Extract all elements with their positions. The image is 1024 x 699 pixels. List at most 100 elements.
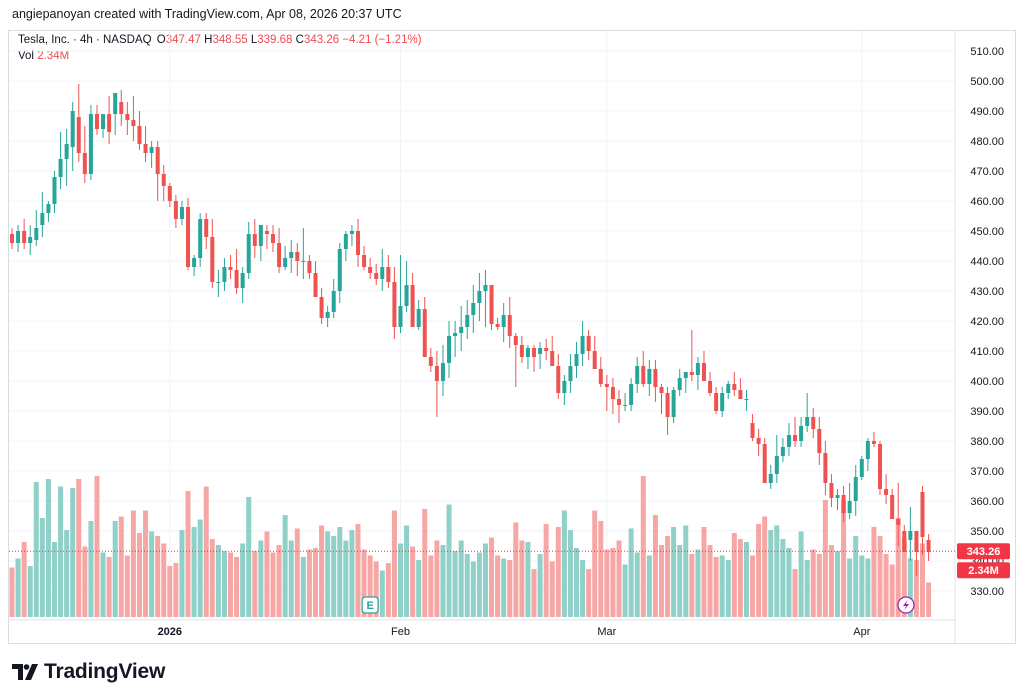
- candle-body[interactable]: [538, 348, 543, 354]
- candle-body[interactable]: [277, 243, 282, 267]
- candle-body[interactable]: [362, 255, 367, 267]
- candle-body[interactable]: [635, 366, 640, 384]
- candle-body[interactable]: [198, 219, 203, 258]
- candle-body[interactable]: [459, 327, 464, 333]
- candle-body[interactable]: [568, 366, 573, 381]
- candle-body[interactable]: [701, 363, 706, 381]
- candle-body[interactable]: [88, 114, 93, 174]
- candle-body[interactable]: [817, 429, 822, 453]
- candle-body[interactable]: [574, 354, 579, 366]
- candle-body[interactable]: [805, 417, 810, 426]
- candle-body[interactable]: [149, 147, 154, 153]
- candle-body[interactable]: [720, 393, 725, 411]
- candle-body[interactable]: [617, 399, 621, 405]
- candle-body[interactable]: [926, 540, 931, 552]
- candle-body[interactable]: [16, 231, 21, 243]
- candle-body[interactable]: [890, 495, 895, 519]
- candle-body[interactable]: [793, 435, 798, 441]
- candle-body[interactable]: [289, 252, 294, 258]
- candle-body[interactable]: [222, 267, 227, 282]
- candle-body[interactable]: [623, 405, 628, 406]
- candle-body[interactable]: [167, 186, 172, 201]
- candle-body[interactable]: [532, 348, 537, 357]
- candle-body[interactable]: [738, 390, 743, 399]
- candle-body[interactable]: [853, 477, 858, 501]
- candle-body[interactable]: [386, 267, 391, 282]
- candle-body[interactable]: [113, 93, 118, 114]
- candle-body[interactable]: [823, 453, 828, 483]
- candle-body[interactable]: [495, 324, 500, 327]
- candle-body[interactable]: [604, 384, 609, 387]
- candle-body[interactable]: [756, 438, 761, 444]
- candle-body[interactable]: [34, 228, 39, 240]
- candle-body[interactable]: [179, 207, 184, 219]
- candle-body[interactable]: [610, 387, 615, 399]
- candle-body[interactable]: [240, 273, 245, 288]
- candle-body[interactable]: [562, 381, 567, 393]
- candle-body[interactable]: [896, 519, 901, 525]
- candle-body[interactable]: [404, 285, 409, 306]
- candle-body[interactable]: [659, 387, 664, 393]
- candle-body[interactable]: [653, 369, 658, 387]
- candle-body[interactable]: [295, 252, 300, 261]
- candle-body[interactable]: [186, 207, 191, 267]
- candle-body[interactable]: [744, 399, 749, 400]
- candle-body[interactable]: [683, 372, 688, 378]
- candle-body[interactable]: [125, 114, 130, 120]
- candle-body[interactable]: [76, 117, 81, 153]
- candle-body[interactable]: [10, 234, 14, 243]
- candle-body[interactable]: [307, 261, 312, 273]
- candle-body[interactable]: [161, 174, 166, 186]
- candle-body[interactable]: [392, 282, 397, 327]
- symbol-label[interactable]: Tesla, Inc. · 4h · NASDAQ: [18, 34, 152, 46]
- candle-body[interactable]: [811, 417, 816, 429]
- candle-body[interactable]: [283, 258, 288, 267]
- candle-body[interactable]: [592, 351, 597, 369]
- candle-body[interactable]: [313, 273, 318, 297]
- candle-body[interactable]: [708, 381, 713, 393]
- candle-body[interactable]: [234, 270, 239, 288]
- candle-body[interactable]: [331, 291, 336, 312]
- candle-body[interactable]: [28, 237, 33, 243]
- candle-body[interactable]: [258, 225, 263, 246]
- candle-body[interactable]: [726, 384, 731, 393]
- candle-body[interactable]: [192, 258, 197, 267]
- candle-body[interactable]: [131, 120, 136, 126]
- candle-body[interactable]: [647, 369, 652, 384]
- candle-body[interactable]: [52, 177, 57, 204]
- candle-body[interactable]: [544, 348, 549, 351]
- candle-body[interactable]: [671, 390, 676, 417]
- candle-body[interactable]: [325, 312, 330, 318]
- candle-body[interactable]: [519, 345, 524, 357]
- candle-body[interactable]: [319, 297, 324, 318]
- candle-body[interactable]: [58, 159, 63, 177]
- candle-body[interactable]: [46, 204, 51, 213]
- candle-body[interactable]: [732, 384, 737, 390]
- candle-body[interactable]: [665, 393, 670, 417]
- candle-body[interactable]: [416, 309, 421, 327]
- candle-body[interactable]: [374, 273, 379, 279]
- candle-body[interactable]: [428, 357, 433, 366]
- candle-body[interactable]: [349, 231, 354, 234]
- candle-body[interactable]: [301, 261, 306, 262]
- candle-body[interactable]: [228, 267, 233, 270]
- candle-body[interactable]: [525, 348, 530, 357]
- candle-body[interactable]: [884, 489, 889, 495]
- candle-body[interactable]: [762, 444, 767, 483]
- candle-body[interactable]: [155, 147, 160, 174]
- candle-body[interactable]: [689, 372, 694, 375]
- candle-body[interactable]: [780, 447, 785, 456]
- candle-body[interactable]: [847, 501, 852, 513]
- candle-body[interactable]: [210, 237, 215, 282]
- candle-body[interactable]: [859, 459, 864, 477]
- candle-body[interactable]: [507, 315, 512, 336]
- tradingview-logo[interactable]: TradingView: [12, 660, 165, 684]
- candle-body[interactable]: [216, 282, 221, 283]
- candle-body[interactable]: [914, 531, 919, 552]
- candle-body[interactable]: [40, 213, 45, 225]
- candle-body[interactable]: [173, 201, 178, 219]
- candle-body[interactable]: [368, 267, 373, 273]
- candle-body[interactable]: [337, 249, 342, 291]
- candle-body[interactable]: [440, 363, 445, 381]
